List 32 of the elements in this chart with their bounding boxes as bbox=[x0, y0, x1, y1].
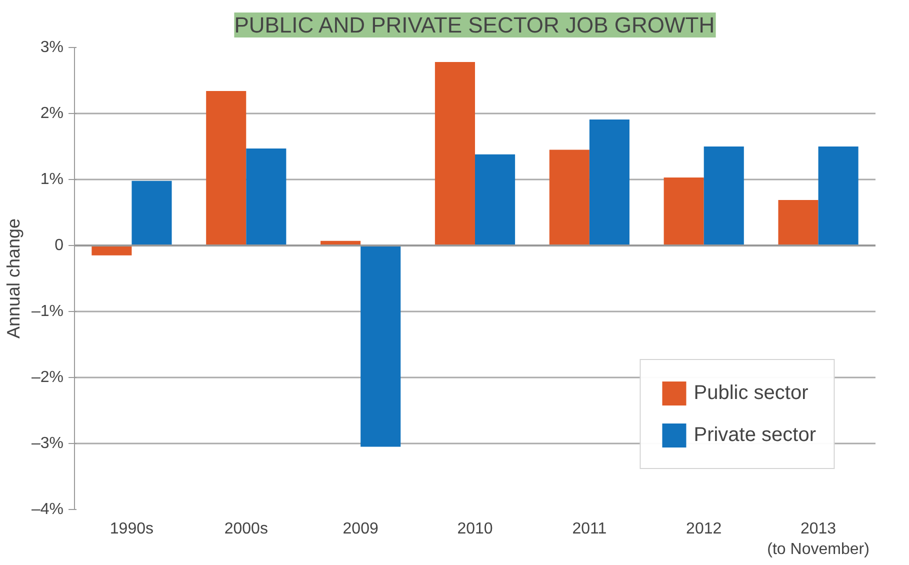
x-tick-label: 2013 (to November) bbox=[767, 520, 870, 558]
x-tick-label: 2009 bbox=[342, 520, 378, 538]
x-tick-label: 2011 bbox=[572, 520, 607, 538]
bar bbox=[132, 180, 172, 246]
bar bbox=[246, 148, 286, 246]
x-tick-label: 2000s bbox=[224, 520, 268, 538]
y-tick-label: 0 bbox=[54, 237, 64, 254]
legend-label: Private sector bbox=[694, 424, 816, 446]
y-tick-label: –1% bbox=[31, 303, 64, 320]
y-axis-title: Annual change bbox=[3, 218, 24, 339]
y-tick-label: –3% bbox=[31, 435, 64, 452]
bar bbox=[589, 119, 630, 246]
legend-label: Public sector bbox=[694, 382, 808, 404]
y-tick-label: –2% bbox=[31, 369, 64, 386]
bar bbox=[818, 146, 858, 246]
y-tick-label: 2% bbox=[40, 105, 64, 122]
bar bbox=[360, 246, 401, 447]
bar bbox=[92, 246, 132, 256]
bar bbox=[206, 91, 246, 246]
y-tick-label: 3% bbox=[40, 39, 64, 56]
y-tick-label: 1% bbox=[40, 171, 64, 188]
x-tick-label: 2012 bbox=[686, 520, 722, 538]
x-tick-label: 2010 bbox=[457, 520, 493, 538]
chart-title: PUBLIC AND PRIVATE SECTOR JOB GROWTH bbox=[234, 12, 715, 38]
bar bbox=[434, 62, 475, 246]
y-tick-label: –4% bbox=[31, 501, 64, 518]
bar bbox=[704, 146, 744, 246]
bar bbox=[475, 154, 516, 246]
bar bbox=[778, 200, 818, 246]
bar bbox=[549, 150, 590, 246]
bar bbox=[664, 178, 704, 246]
x-tick-label: 1990s bbox=[110, 520, 154, 538]
